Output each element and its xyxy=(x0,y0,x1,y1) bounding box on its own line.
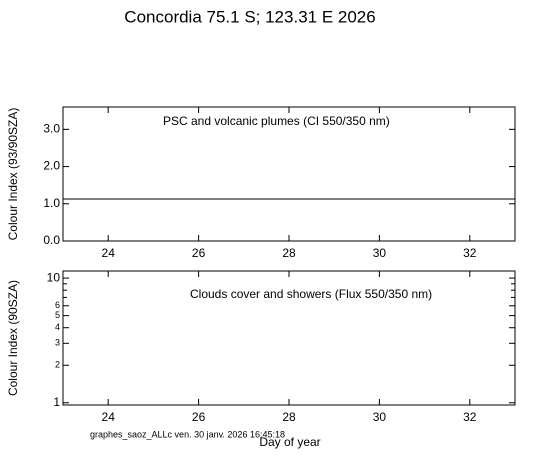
y-tick-label: 0.0 xyxy=(43,233,60,247)
y-tick-label: 5 xyxy=(55,310,60,320)
y-tick-label: 2.0 xyxy=(43,159,60,173)
y-axis-label: Colour Index (93/90SZA) xyxy=(6,108,20,241)
x-tick-label: 32 xyxy=(463,246,477,260)
x-tick-label: 28 xyxy=(282,410,296,424)
chart-title: Concordia 75.1 S; 123.31 E 2026 xyxy=(124,7,375,26)
x-tick-label: 32 xyxy=(463,410,477,424)
x-tick-label: 28 xyxy=(282,246,296,260)
x-tick-label: 26 xyxy=(192,410,206,424)
x-tick-label: 30 xyxy=(373,410,387,424)
x-tick-label: 26 xyxy=(192,246,206,260)
y-tick-label: 6 xyxy=(55,300,60,310)
x-tick-label: 24 xyxy=(102,410,116,424)
y-tick-label: 4 xyxy=(55,322,60,332)
annotation: Clouds cover and showers (Flux 550/350 n… xyxy=(190,287,432,301)
y-tick-label: 1.0 xyxy=(43,196,60,210)
y-tick-label: 10 xyxy=(47,270,61,284)
footer: graphes_saoz_ALLc ven. 30 janv. 2026 16:… xyxy=(90,429,285,439)
x-tick-label: 30 xyxy=(373,246,387,260)
x-tick-label: 24 xyxy=(102,246,116,260)
y-tick-label: 3 xyxy=(55,338,60,348)
x-axis-label: Day of year xyxy=(259,435,320,449)
y-tick-label: 3.0 xyxy=(43,122,60,136)
y-axis-label: Colour Index (90SZA) xyxy=(6,280,20,396)
y-tick-label: 2 xyxy=(55,360,60,370)
y-tick-label: 1 xyxy=(53,395,60,409)
annotation: PSC and volcanic plumes (CI 550/350 nm) xyxy=(163,114,390,128)
